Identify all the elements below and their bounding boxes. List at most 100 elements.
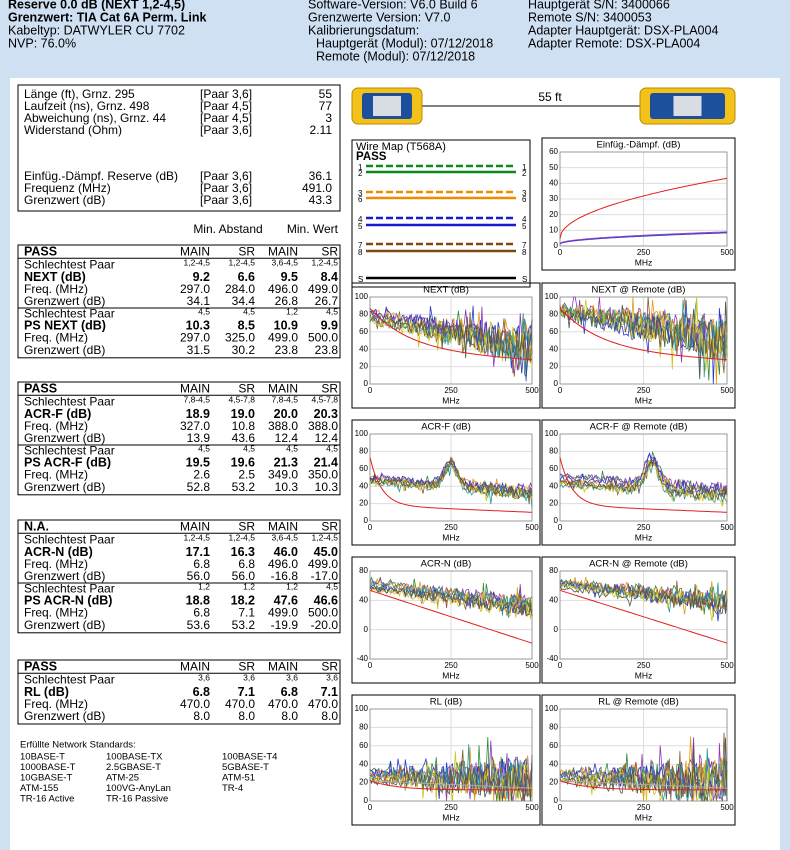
cell-value: 297.0 [180,282,210,296]
y-tick-label: 40 [359,481,368,490]
y-tick-label: 100 [545,292,559,301]
summary-value: 36.1 [309,169,333,183]
summary-value: 3 [325,111,332,125]
header-text: Remote S/N: 3400053 [528,10,652,24]
x-axis-label: MHz [442,532,459,542]
y-tick-label: 60 [549,464,558,473]
trace [559,580,728,611]
cell-value: 1,2-4,5 [184,533,211,543]
standard: 10BASE-T [20,752,65,763]
y-tick-label: -40 [356,654,368,663]
x-tick-label: 0 [368,523,373,532]
cell-value: 470.0 [225,697,255,711]
cell-value: 350.0 [308,468,338,482]
standard: 100VG-AnyLan [106,783,171,794]
cell-value: 470.0 [268,697,298,711]
trace [559,457,728,513]
cell-value: 6.6 [238,270,255,284]
pin-label: 1 [358,163,363,172]
y-tick-label: 0 [554,379,559,388]
trace [559,457,728,501]
cell-value: 8.0 [281,709,298,723]
x-tick-label: 250 [444,386,458,395]
row-label: ACR-N (dB) [24,545,93,559]
standard: ATM-25 [106,773,139,784]
cell-value: 46.0 [274,545,298,559]
wiremap-title: Wire Map (T568A) [356,141,446,153]
y-tick-label: 80 [549,447,558,456]
cell-value: 6.8 [193,557,210,571]
trace [559,589,728,644]
cell-value: 499.0 [268,331,298,345]
trace [369,463,533,509]
summary-pair: [Paar 4,5] [200,111,252,125]
cell-value: 499.0 [268,606,298,620]
standard: 1000BASE-T [20,762,76,773]
row-label: Schlechtest Paar [24,581,115,595]
column-header: Min. Abstand [193,222,262,236]
trace [560,780,727,789]
cell-value: 8.4 [321,270,338,284]
row-label: Grenzwert (dB) [24,294,105,308]
x-tick-label: 500 [525,523,539,532]
trace [559,301,728,380]
cell-value: 388.0 [268,419,298,433]
section-header: SR [321,659,338,673]
header-text: Grenzwert: TIA Cat 6A Perm. Link [8,10,206,24]
y-tick-label: 80 [359,447,368,456]
chart-title: RL (dB) [430,697,462,708]
y-tick-label: 100 [355,292,369,301]
cell-value: 325.0 [225,331,255,345]
y-tick-label: 20 [359,362,368,371]
section-status: N.A. [24,519,49,533]
x-tick-label: 250 [637,248,651,257]
trace [559,177,728,239]
chart-title: Einfüg.-Dämpf. (dB) [597,140,681,151]
summary-label: Länge (ft), Grnz. 295 [24,87,135,101]
y-tick-label: 80 [359,566,368,575]
cell-value: 23.8 [315,343,339,357]
y-tick-label: 40 [359,595,368,604]
row-label: PS ACR-N (dB) [24,594,112,608]
cell-value: 56.0 [187,569,211,583]
cell-value: 388.0 [308,419,338,433]
cell-value: 18.8 [186,594,210,608]
row-label: Schlechtest Paar [24,443,115,457]
trace [369,307,533,361]
cell-value: 10.3 [275,480,299,494]
column-header: Min. Wert [287,222,339,236]
section-header: SR [321,519,338,533]
cell-value: 2.6 [193,468,210,482]
standard: 2.5GBASE-T [106,762,161,773]
cell-value: 3,6-4,5 [272,258,299,268]
cell-value: 470.0 [308,697,338,711]
section-header: MAIN [268,659,298,673]
row-label: Grenzwert (dB) [24,618,105,632]
cell-value: 18.2 [231,594,255,608]
x-tick-label: 0 [368,803,373,812]
header-text: Kabeltyp: DATWYLER CU 7702 [8,23,185,37]
x-axis-label: MHz [635,670,652,680]
y-tick-label: 20 [359,778,368,787]
trace [369,581,533,618]
summary-pair: [Paar 3,6] [200,123,252,137]
chart-box [351,694,541,826]
chart-title: NEXT (dB) [423,285,469,296]
row-label: Schlechtest Paar [24,532,115,546]
plot-frame [559,433,728,522]
row-label: Freq. (MHz) [24,606,88,620]
section-header: SR [238,244,255,258]
section-header: MAIN [180,244,210,258]
row-label: ACR-F (dB) [24,407,91,421]
cell-value: 3,6 [198,673,210,683]
device-screen [673,96,702,116]
cell-value: 6.8 [193,606,210,620]
cell-value: 8.0 [321,709,338,723]
y-tick-label: 100 [355,429,369,438]
cell-value: 3,6 [326,673,338,683]
cell-value: 46.6 [314,594,338,608]
cell-value: 496.0 [268,557,298,571]
section-header: MAIN [180,519,210,533]
section-header: MAIN [268,519,298,533]
